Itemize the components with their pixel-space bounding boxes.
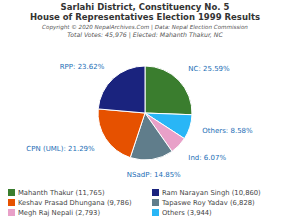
legend-label: Tapaswe Roy Yadav (6,828) bbox=[161, 199, 255, 207]
data-label: RPP: 23.62% bbox=[60, 63, 105, 71]
legend-label: Ram Narayan Singh (10,860) bbox=[162, 189, 261, 197]
annotation: Copyright © 2020 NepalArchives.Com | Dat… bbox=[42, 24, 248, 31]
legend-swatch bbox=[8, 199, 15, 206]
legend-label: Megh Raj Nepali (2,793) bbox=[18, 209, 100, 217]
legend-swatch bbox=[152, 209, 159, 216]
legend-swatch bbox=[152, 199, 159, 206]
legend-swatch bbox=[8, 209, 15, 216]
data-label: NSadP: 14.85% bbox=[127, 171, 181, 179]
title: Sarlahi District, Constituency No. 5 bbox=[61, 2, 230, 12]
data-label: Ind: 6.07% bbox=[188, 154, 226, 162]
data-label: NC: 25.59% bbox=[188, 65, 230, 73]
slice bbox=[145, 66, 192, 115]
legend-label: Mahanth Thakur (11,765) bbox=[18, 189, 105, 197]
data-label: CPN (UML): 21.29% bbox=[26, 145, 95, 153]
legend-swatch bbox=[152, 189, 159, 196]
data-label: Others: 8.58% bbox=[202, 127, 253, 135]
legend-swatch bbox=[8, 189, 15, 196]
data-labels: NC: 25.59% Others: 8.58% Ind: 6.07% NSadP: … bbox=[26, 63, 253, 180]
slice bbox=[98, 109, 145, 158]
slice bbox=[98, 66, 145, 113]
legend: Mahanth Thakur (11,765) Ram Narayan Singh… bbox=[8, 189, 261, 217]
subtitle: House of Representatives Election 1999 R… bbox=[30, 12, 260, 22]
legend-label: Others (3,944) bbox=[162, 209, 212, 217]
chart: Sarlahi District, Constituency No. 5Hous… bbox=[0, 0, 290, 218]
annotation: Total Votes: 45,976 | Elected: Mahanth T… bbox=[67, 31, 223, 39]
legend-label: Keshav Prasad Dhungana (9,786) bbox=[18, 199, 132, 207]
pie bbox=[98, 66, 192, 160]
